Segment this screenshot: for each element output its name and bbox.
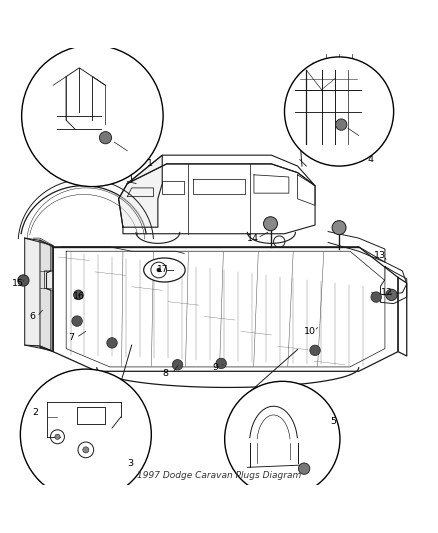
- Text: 9: 9: [212, 364, 219, 372]
- Circle shape: [21, 45, 163, 187]
- Text: 8: 8: [162, 368, 168, 377]
- Text: 13: 13: [374, 251, 386, 260]
- Text: 7: 7: [68, 333, 74, 342]
- Circle shape: [156, 268, 161, 272]
- Text: 5: 5: [330, 417, 336, 426]
- Text: 1: 1: [147, 159, 153, 168]
- Text: 2: 2: [32, 408, 38, 417]
- Text: 1997 Dodge Caravan Plugs Diagram: 1997 Dodge Caravan Plugs Diagram: [137, 472, 301, 480]
- Circle shape: [285, 57, 394, 166]
- Polygon shape: [119, 155, 162, 227]
- Circle shape: [371, 292, 381, 302]
- Circle shape: [298, 463, 310, 474]
- Polygon shape: [25, 238, 51, 350]
- Text: 3: 3: [127, 459, 134, 469]
- Polygon shape: [40, 240, 53, 352]
- Circle shape: [264, 217, 278, 231]
- Circle shape: [83, 447, 89, 453]
- Circle shape: [225, 381, 340, 497]
- Circle shape: [310, 345, 320, 356]
- Circle shape: [72, 316, 82, 326]
- Text: 14: 14: [247, 233, 259, 243]
- Circle shape: [107, 338, 117, 348]
- Text: 10: 10: [304, 327, 316, 336]
- Circle shape: [20, 369, 151, 500]
- Circle shape: [336, 119, 347, 130]
- Ellipse shape: [144, 258, 185, 282]
- Text: 6: 6: [29, 312, 35, 321]
- Text: 12: 12: [381, 288, 392, 297]
- Circle shape: [18, 275, 29, 286]
- Circle shape: [172, 359, 183, 370]
- Text: 16: 16: [73, 292, 85, 301]
- Circle shape: [332, 221, 346, 235]
- Text: 4: 4: [367, 155, 374, 164]
- Text: 15: 15: [12, 279, 24, 288]
- Circle shape: [99, 132, 112, 144]
- Circle shape: [386, 289, 397, 301]
- Circle shape: [74, 290, 83, 300]
- Circle shape: [55, 434, 60, 439]
- Circle shape: [216, 358, 226, 369]
- Text: 17: 17: [156, 265, 168, 274]
- Bar: [77, 407, 106, 424]
